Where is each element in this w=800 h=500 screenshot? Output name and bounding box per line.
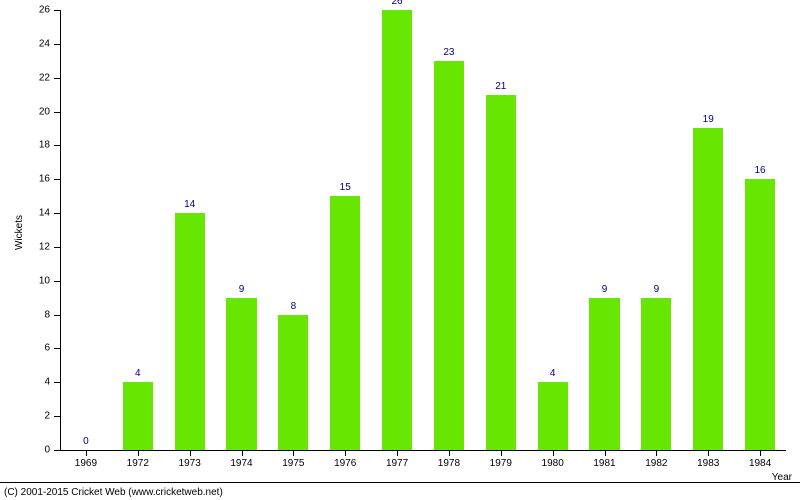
x-tick [86,450,87,456]
x-tick-label: 1972 [127,458,149,469]
y-tick [54,44,60,45]
x-tick [397,450,398,456]
x-tick [190,450,191,456]
y-tick [54,145,60,146]
x-axis-line [60,450,786,451]
y-tick [54,112,60,113]
x-tick [656,450,657,456]
bar-value-label: 14 [184,199,195,210]
bar-value-label: 4 [135,368,141,379]
y-tick [54,450,60,451]
x-tick-label: 1976 [334,458,356,469]
x-tick-label: 1974 [230,458,252,469]
copyright-text: (C) 2001-2015 Cricket Web (www.cricketwe… [4,487,223,498]
y-tick-label: 20 [0,106,50,117]
x-tick-label: 1979 [490,458,512,469]
bar-value-label: 16 [755,165,766,176]
y-tick [54,348,60,349]
y-tick [54,213,60,214]
x-tick [501,450,502,456]
chart-bar [434,61,464,450]
x-tick [293,450,294,456]
bar-value-label: 21 [495,81,506,92]
y-axis-line [60,10,61,450]
y-tick [54,416,60,417]
y-tick [54,247,60,248]
x-tick-label: 1978 [438,458,460,469]
y-tick [54,281,60,282]
x-tick [553,450,554,456]
bar-value-label: 19 [703,114,714,125]
y-tick-label: 18 [0,140,50,151]
chart-bar [278,315,308,450]
y-tick-label: 26 [0,5,50,16]
chart-bar [538,382,568,450]
chart-bar [693,128,723,450]
x-tick [760,450,761,456]
y-tick [54,78,60,79]
y-tick [54,382,60,383]
y-tick-label: 24 [0,38,50,49]
x-tick-label: 1984 [749,458,771,469]
x-tick [242,450,243,456]
y-tick [54,179,60,180]
y-tick-label: 10 [0,275,50,286]
bar-value-label: 23 [443,47,454,58]
chart-bar [175,213,205,450]
y-tick-label: 6 [0,343,50,354]
y-tick [54,10,60,11]
plot-area [60,10,786,450]
x-tick-label: 1973 [179,458,201,469]
y-tick [54,315,60,316]
x-tick [708,450,709,456]
chart-bar [382,10,412,450]
x-tick-label: 1975 [282,458,304,469]
x-tick [345,450,346,456]
x-tick [449,450,450,456]
bar-value-label: 15 [340,182,351,193]
y-tick-label: 16 [0,174,50,185]
bar-value-label: 9 [239,284,245,295]
bar-value-label: 8 [291,301,297,312]
y-tick-label: 12 [0,241,50,252]
chart-bar [486,95,516,450]
bar-value-label: 9 [602,284,608,295]
x-tick-label: 1982 [645,458,667,469]
bar-value-label: 0 [83,436,89,447]
y-tick-label: 22 [0,72,50,83]
x-tick-label: 1983 [697,458,719,469]
y-tick-label: 2 [0,411,50,422]
chart-bar [226,298,256,450]
y-tick-label: 0 [0,445,50,456]
y-tick-label: 14 [0,208,50,219]
chart-container: Wickets Year (C) 2001-2015 Cricket Web (… [0,0,800,500]
x-tick [605,450,606,456]
chart-bar [123,382,153,450]
x-tick [138,450,139,456]
x-tick-label: 1977 [386,458,408,469]
x-tick-label: 1980 [542,458,564,469]
bar-value-label: 4 [550,368,556,379]
chart-bar [641,298,671,450]
chart-bar [330,196,360,450]
bar-value-label: 26 [392,0,403,7]
x-tick-label: 1969 [75,458,97,469]
y-tick-label: 8 [0,309,50,320]
bar-value-label: 9 [654,284,660,295]
y-tick-label: 4 [0,377,50,388]
copyright-separator [0,482,800,483]
x-tick-label: 1981 [593,458,615,469]
chart-bar [589,298,619,450]
chart-bar [745,179,775,450]
